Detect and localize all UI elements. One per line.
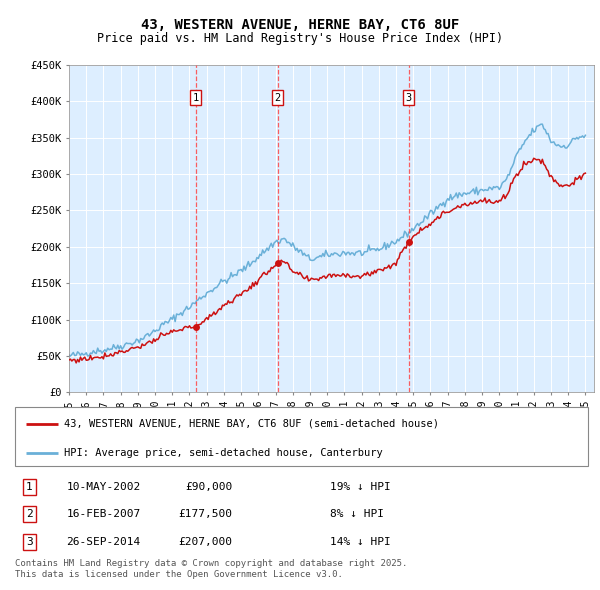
Text: 2: 2 [26, 509, 33, 519]
Text: 10-MAY-2002: 10-MAY-2002 [67, 481, 141, 491]
Text: 43, WESTERN AVENUE, HERNE BAY, CT6 8UF (semi-detached house): 43, WESTERN AVENUE, HERNE BAY, CT6 8UF (… [64, 419, 439, 428]
Text: £207,000: £207,000 [179, 537, 233, 547]
Text: £177,500: £177,500 [179, 509, 233, 519]
Text: 16-FEB-2007: 16-FEB-2007 [67, 509, 141, 519]
Text: 3: 3 [406, 93, 412, 103]
FancyBboxPatch shape [15, 407, 588, 466]
Text: 43, WESTERN AVENUE, HERNE BAY, CT6 8UF: 43, WESTERN AVENUE, HERNE BAY, CT6 8UF [141, 18, 459, 32]
Text: Contains HM Land Registry data © Crown copyright and database right 2025.
This d: Contains HM Land Registry data © Crown c… [15, 559, 407, 579]
Text: 1: 1 [193, 93, 199, 103]
Text: 14% ↓ HPI: 14% ↓ HPI [330, 537, 391, 547]
Text: 2: 2 [274, 93, 281, 103]
Text: Price paid vs. HM Land Registry's House Price Index (HPI): Price paid vs. HM Land Registry's House … [97, 32, 503, 45]
Text: 8% ↓ HPI: 8% ↓ HPI [330, 509, 384, 519]
Text: HPI: Average price, semi-detached house, Canterbury: HPI: Average price, semi-detached house,… [64, 448, 382, 458]
Text: £90,000: £90,000 [185, 481, 233, 491]
Text: 19% ↓ HPI: 19% ↓ HPI [330, 481, 391, 491]
Text: 26-SEP-2014: 26-SEP-2014 [67, 537, 141, 547]
Text: 3: 3 [26, 537, 33, 547]
Text: 1: 1 [26, 481, 33, 491]
